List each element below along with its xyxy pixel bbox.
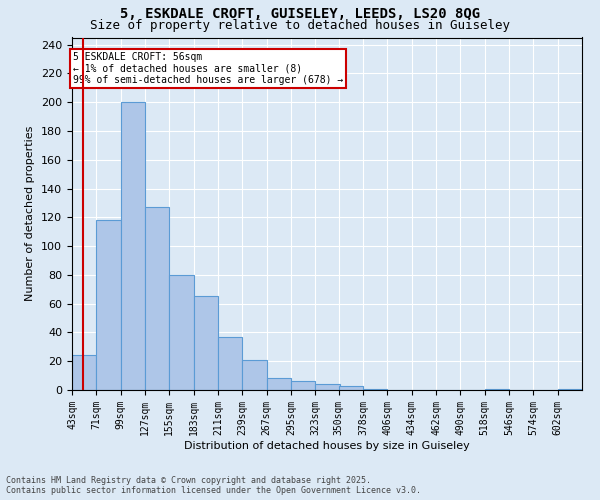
Bar xyxy=(291,382,315,390)
Bar xyxy=(242,360,266,390)
Bar xyxy=(363,388,388,390)
Bar xyxy=(194,296,218,390)
Bar xyxy=(315,384,340,390)
Bar xyxy=(169,275,194,390)
Bar xyxy=(145,208,169,390)
Text: 5, ESKDALE CROFT, GUISELEY, LEEDS, LS20 8QG: 5, ESKDALE CROFT, GUISELEY, LEEDS, LS20 … xyxy=(120,8,480,22)
Bar xyxy=(266,378,291,390)
Text: 5 ESKDALE CROFT: 56sqm
← 1% of detached houses are smaller (8)
99% of semi-detac: 5 ESKDALE CROFT: 56sqm ← 1% of detached … xyxy=(73,52,343,85)
Bar xyxy=(339,386,363,390)
Bar xyxy=(72,356,97,390)
Y-axis label: Number of detached properties: Number of detached properties xyxy=(25,126,35,302)
Bar xyxy=(121,102,145,390)
Bar xyxy=(485,388,509,390)
Bar xyxy=(557,388,582,390)
Text: Contains HM Land Registry data © Crown copyright and database right 2025.
Contai: Contains HM Land Registry data © Crown c… xyxy=(6,476,421,495)
Text: Size of property relative to detached houses in Guiseley: Size of property relative to detached ho… xyxy=(90,18,510,32)
Bar xyxy=(218,337,242,390)
Bar xyxy=(97,220,121,390)
X-axis label: Distribution of detached houses by size in Guiseley: Distribution of detached houses by size … xyxy=(184,440,470,450)
